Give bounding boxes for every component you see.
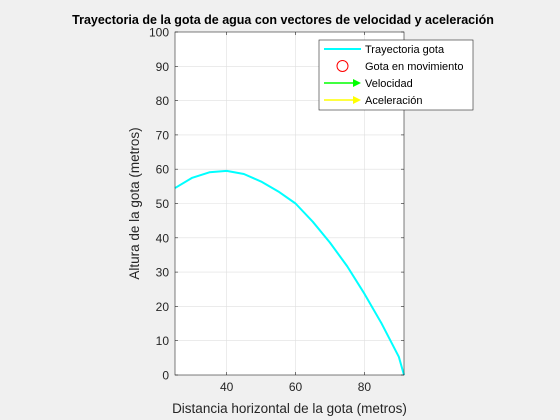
y-tick-label: 20: [156, 300, 170, 314]
legend: Trayectoria gota Gota en movimiento Veloci…: [318, 39, 474, 111]
legend-label: Trayectoria gota: [365, 44, 445, 56]
x-tick-label: 60: [289, 380, 303, 394]
legend-swatch-circle: [336, 60, 349, 72]
y-tick-label: 100: [149, 26, 169, 40]
axis-ticks: 0 10 20 30 40 50 60 70 80 90 100 40 60 80: [149, 26, 404, 394]
y-tick-label: 30: [156, 266, 170, 280]
y-tick-label: 70: [156, 128, 170, 142]
x-axis-label: Distancia horizontal de la gota (metros): [172, 401, 407, 416]
legend-swatch-arrow-head: [353, 79, 361, 87]
chart-title: Trayectoria de la gota de agua con vecto…: [72, 13, 494, 27]
y-tick-label: 80: [156, 94, 170, 108]
series-line-trayectoria: [174, 169, 405, 376]
x-tick-label: 40: [220, 380, 234, 394]
legend-label: Velocidad: [365, 78, 413, 90]
y-tick-label: 40: [156, 231, 170, 245]
y-tick-label: 0: [162, 369, 169, 383]
y-axis-label: Altura de la gota (metros): [127, 127, 142, 279]
y-tick-label: 50: [156, 197, 170, 211]
legend-label: Aceleración: [365, 95, 422, 107]
legend-swatch-arrow-head: [353, 96, 361, 104]
legend-box: [318, 39, 474, 111]
legend-label: Gota en movimiento: [365, 61, 463, 73]
y-tick-label: 60: [156, 163, 170, 177]
y-tick-label: 90: [156, 60, 170, 74]
series-layer: [174, 169, 405, 376]
x-tick-label: 80: [358, 380, 372, 394]
y-tick-label: 10: [156, 334, 170, 348]
